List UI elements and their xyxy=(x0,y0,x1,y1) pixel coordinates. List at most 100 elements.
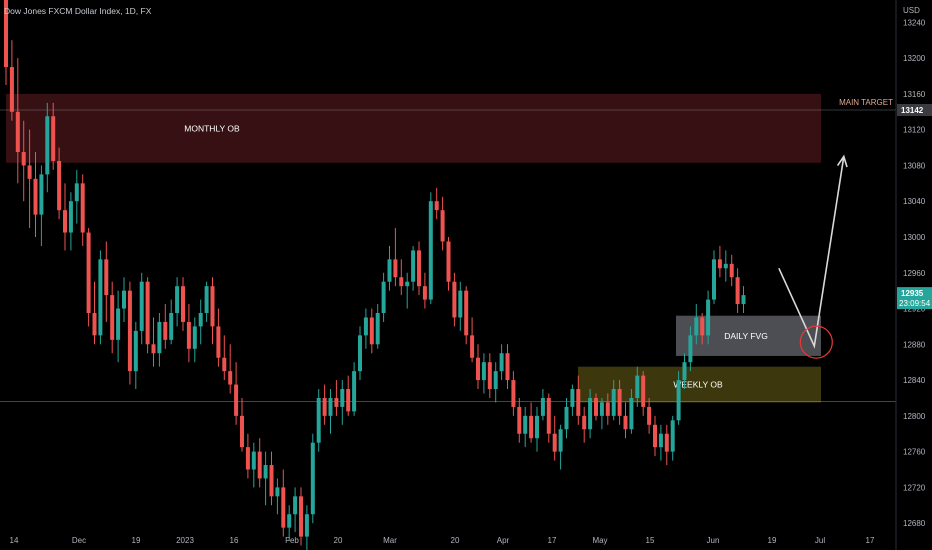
candle-body xyxy=(405,281,410,287)
y-tick-label: 13160 xyxy=(903,90,926,99)
candle xyxy=(51,102,56,170)
candle xyxy=(181,277,185,331)
candle xyxy=(717,245,722,278)
candle-body xyxy=(487,362,492,390)
candle-body xyxy=(517,406,522,434)
candle-body xyxy=(741,295,746,305)
candle-body xyxy=(706,299,711,336)
candle-body xyxy=(564,406,569,430)
candle-body xyxy=(434,201,439,211)
candle xyxy=(735,268,740,314)
candle xyxy=(74,169,79,224)
candle xyxy=(363,308,368,349)
candle xyxy=(186,304,191,363)
candle-body xyxy=(80,183,85,233)
candle-body xyxy=(717,259,722,269)
candle xyxy=(192,317,197,363)
candle-body xyxy=(27,165,32,179)
x-tick-label: Dec xyxy=(72,536,86,545)
x-tick-label: Jul xyxy=(815,536,825,545)
candle-body xyxy=(293,496,298,515)
candle-body xyxy=(523,415,528,434)
candle-body xyxy=(245,447,250,470)
candle-body xyxy=(210,286,215,327)
x-tick-label: Jun xyxy=(707,536,720,545)
candle-body xyxy=(411,250,416,282)
candle xyxy=(157,313,162,367)
chart-title: Dow Jones FXCM Dollar Index, 1D, FX xyxy=(4,6,152,16)
candle xyxy=(245,433,250,479)
candle-body xyxy=(499,353,504,372)
y-tick-label: 13120 xyxy=(903,126,926,135)
candle-body xyxy=(723,263,728,269)
candle xyxy=(529,402,534,443)
candle-body xyxy=(476,357,480,381)
candle-body xyxy=(181,286,185,322)
candle xyxy=(653,415,657,457)
candle xyxy=(151,317,156,367)
candle-body xyxy=(228,371,233,385)
candle-body xyxy=(387,259,392,282)
candle-body xyxy=(145,281,150,345)
candle-body xyxy=(39,174,44,215)
candle-body xyxy=(629,397,634,430)
candle xyxy=(4,0,8,85)
candle-body xyxy=(576,389,581,416)
candle xyxy=(599,397,604,430)
countdown-text: 23:09:54 xyxy=(899,299,931,308)
candle xyxy=(452,272,457,327)
x-tick-label: 2023 xyxy=(176,536,194,545)
candle-body xyxy=(186,321,191,349)
candle-body xyxy=(287,514,292,528)
x-tick-label: 15 xyxy=(646,536,655,545)
candle-body xyxy=(452,281,457,318)
candle xyxy=(68,192,73,251)
time-axis[interactable]: 14 Dec 19 2023 16 Feb 20 Mar 20 Apr 17 May 15 Jun 19 Ju… xyxy=(10,536,875,545)
x-tick-label: 20 xyxy=(451,536,460,545)
candle-body xyxy=(310,442,315,515)
price-axis[interactable]: 13240 13200 13160 13120 13080 13040 13000 12960… xyxy=(903,18,926,528)
candle xyxy=(210,277,215,345)
candle xyxy=(564,397,569,439)
candle-body xyxy=(157,321,162,354)
projection-arrow-path xyxy=(778,156,845,349)
candle xyxy=(222,335,227,381)
x-tick-label: 17 xyxy=(548,536,557,545)
candle xyxy=(647,397,652,434)
candle xyxy=(80,174,85,246)
candle-body xyxy=(21,152,26,166)
candle-body xyxy=(116,308,121,340)
candle xyxy=(334,380,339,416)
candles-layer xyxy=(4,0,746,550)
candle-body xyxy=(470,335,475,358)
candle-body xyxy=(299,496,303,537)
candle xyxy=(145,277,150,354)
candle-body xyxy=(529,415,534,439)
projection-arrow-head xyxy=(836,154,848,168)
candle xyxy=(27,129,32,229)
daily-fvg-zone-label: DAILY FVG xyxy=(724,331,768,341)
candle-body xyxy=(257,451,262,479)
candle xyxy=(481,353,486,394)
candle xyxy=(316,389,321,452)
candle-body xyxy=(594,397,598,416)
candle-body xyxy=(269,465,274,497)
candle xyxy=(216,308,221,367)
candle-body xyxy=(599,402,604,416)
candle-body xyxy=(588,397,593,430)
candle-body xyxy=(346,389,351,412)
candle xyxy=(493,362,498,403)
candle-body xyxy=(192,326,197,349)
y-tick-label: 13200 xyxy=(903,54,926,63)
x-tick-label: May xyxy=(592,536,607,545)
candle xyxy=(310,433,315,524)
candle-body xyxy=(163,321,168,340)
candle xyxy=(198,299,203,345)
candle-body xyxy=(15,111,20,153)
candle-body xyxy=(275,487,280,497)
candle-body xyxy=(505,353,510,381)
candle xyxy=(381,272,386,322)
candle xyxy=(393,228,398,287)
daily-fvg-zone xyxy=(676,315,821,356)
